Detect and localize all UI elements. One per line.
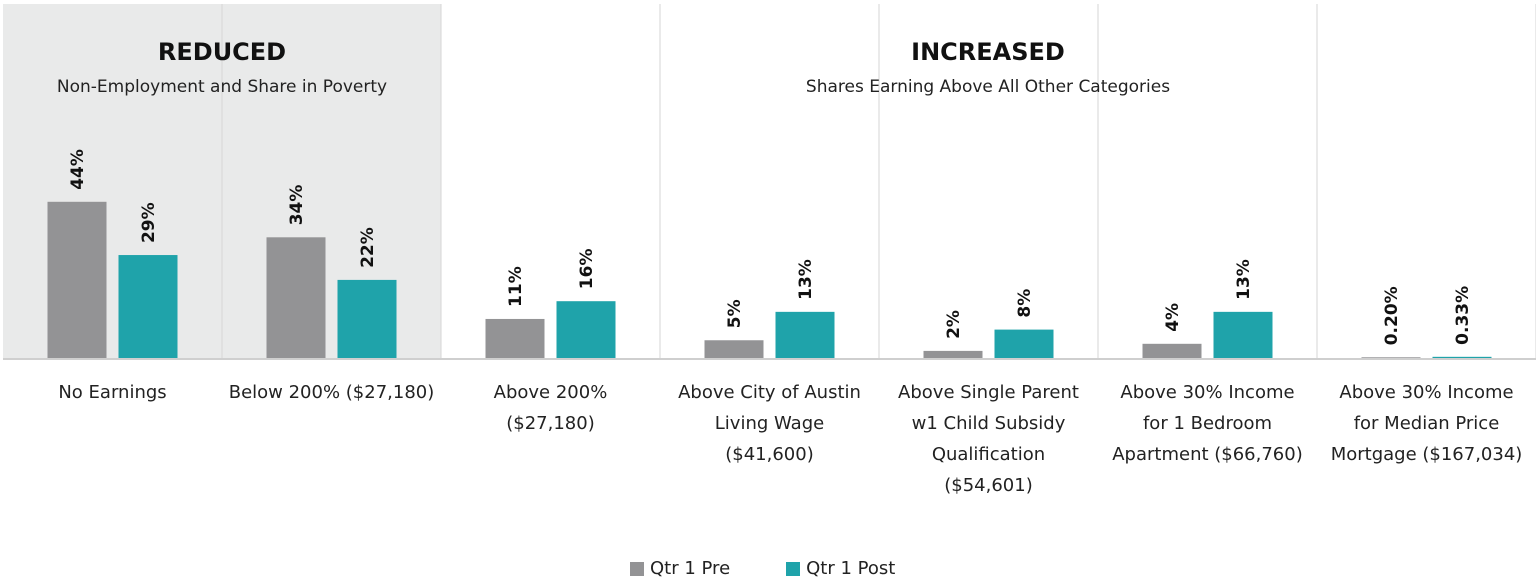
category-label-6-line-0: Above 30% Income xyxy=(1339,382,1513,403)
bar-pre-4 xyxy=(923,350,983,358)
data-label-pre-2: 11% xyxy=(506,266,526,307)
data-label-pre-1: 34% xyxy=(287,185,307,226)
category-label-6-line-2: Mortgage ($167,034) xyxy=(1331,444,1523,465)
category-label-1-line-0: Below 200% ($27,180) xyxy=(229,382,435,403)
data-label-pre-6: 0.20% xyxy=(1382,286,1402,345)
data-label-post-3: 13% xyxy=(796,259,816,300)
category-label-0-line-0: No Earnings xyxy=(58,382,166,403)
category-label-4-line-2: Qualification xyxy=(932,444,1045,465)
bar-post-6 xyxy=(1432,356,1492,358)
increased-title: INCREASED xyxy=(911,38,1065,66)
bar-pre-1 xyxy=(266,237,326,358)
category-labels-group: No Earnings Below 200% ($27,180) Above 200… xyxy=(58,382,1522,496)
bar-post-5 xyxy=(1213,311,1273,358)
category-label-4-line-0: Above Single Parent xyxy=(898,382,1079,403)
bar-pre-6 xyxy=(1361,357,1421,358)
category-label-2-line-0: Above 200% xyxy=(494,382,608,403)
data-label-pre-0: 44% xyxy=(68,149,88,190)
bar-pre-0 xyxy=(47,201,107,358)
legend-swatch-pre xyxy=(630,561,644,576)
bar-post-0 xyxy=(118,255,178,358)
data-label-pre-3: 5% xyxy=(725,299,745,328)
bar-post-4 xyxy=(994,329,1054,358)
reduced-subtitle: Non-Employment and Share in Poverty xyxy=(57,77,387,97)
legend-label-pre: Qtr 1 Pre xyxy=(650,558,731,579)
category-label-4-line-3: ($54,601) xyxy=(944,475,1032,496)
data-label-pre-5: 4% xyxy=(1163,303,1183,332)
legend: Qtr 1 Pre Qtr 1 Post xyxy=(630,558,895,579)
bar-pre-5 xyxy=(1142,343,1202,358)
legend-item-pre: Qtr 1 Pre xyxy=(630,558,730,579)
category-label-3-line-1: Living Wage xyxy=(715,413,824,434)
category-label-3-line-2: ($41,600) xyxy=(725,444,813,465)
category-label-5-line-2: Apartment ($66,760) xyxy=(1112,444,1303,465)
bar-pre-2 xyxy=(485,318,545,358)
data-labels-group: 44% 29% 34% 22% 11% 16% 5% 13% 2% 8% 4% 13% 0.20% 0.3… xyxy=(68,149,1473,345)
reduced-title: REDUCED xyxy=(158,38,286,66)
data-label-post-1: 22% xyxy=(358,227,378,268)
bar-pre-3 xyxy=(704,340,764,358)
data-label-post-4: 8% xyxy=(1015,289,1035,318)
data-label-post-5: 13% xyxy=(1234,259,1254,300)
legend-item-post: Qtr 1 Post xyxy=(786,558,895,579)
increased-subtitle: Shares Earning Above All Other Categorie… xyxy=(806,77,1170,97)
bars-group xyxy=(47,201,1492,358)
data-label-post-2: 16% xyxy=(577,248,597,289)
category-label-6-line-1: for Median Price xyxy=(1354,413,1500,434)
category-label-2-line-1: ($27,180) xyxy=(506,413,594,434)
legend-swatch-post xyxy=(786,561,801,576)
legend-label-post: Qtr 1 Post xyxy=(806,558,896,579)
category-label-4-line-1: w1 Child Subsidy xyxy=(912,413,1066,434)
data-label-post-6: 0.33% xyxy=(1453,286,1473,345)
data-label-post-0: 29% xyxy=(139,202,159,243)
bar-post-3 xyxy=(775,311,835,358)
bar-post-2 xyxy=(556,301,616,358)
column-dividers xyxy=(221,4,1536,358)
data-label-pre-4: 2% xyxy=(944,310,964,339)
bar-post-1 xyxy=(337,279,397,358)
category-label-3-line-0: Above City of Austin xyxy=(678,382,861,403)
category-label-5-line-1: for 1 Bedroom xyxy=(1143,413,1272,434)
category-label-5-line-0: Above 30% Income xyxy=(1120,382,1294,403)
